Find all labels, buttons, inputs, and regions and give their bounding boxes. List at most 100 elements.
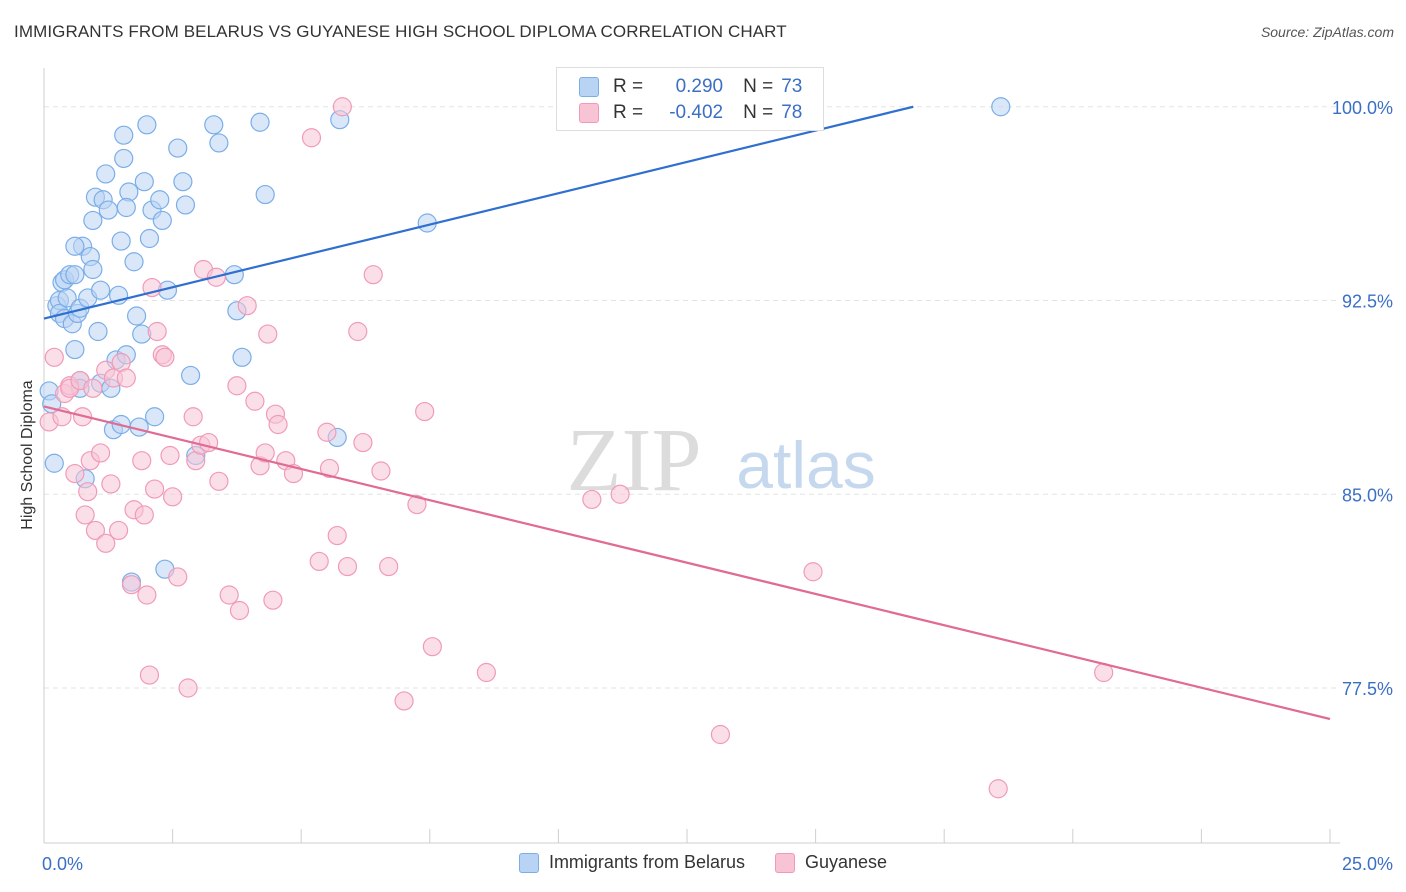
point-guyanese — [582, 489, 602, 510]
point-belarus — [150, 190, 170, 210]
point-guyanese — [65, 463, 85, 484]
y-tick-label: 92.5% — [1342, 292, 1393, 312]
point-guyanese — [137, 585, 157, 605]
legend-swatch-guyanese — [579, 103, 599, 123]
y-tick-labels: 77.5% 85.0% 92.5% 100.0% — [1332, 98, 1393, 699]
point-guyanese — [309, 551, 329, 572]
trend-line-belarus — [43, 105, 914, 320]
point-guyanese — [422, 637, 442, 657]
series-guyanese — [39, 97, 1114, 799]
point-guyanese — [258, 324, 278, 344]
x-tick-label-min: 0.0% — [42, 854, 83, 874]
point-belarus — [134, 172, 154, 192]
n-label: N = — [743, 76, 774, 97]
point-guyanese — [255, 443, 275, 463]
point-guyanese — [163, 487, 183, 507]
point-belarus — [173, 172, 193, 192]
point-belarus — [139, 228, 160, 249]
point-guyanese — [144, 479, 165, 499]
legend-bottom: Immigrants from Belarus Guyanese — [0, 852, 1406, 873]
point-belarus — [90, 280, 111, 300]
grid-lines — [44, 106, 1340, 689]
point-guyanese — [75, 505, 95, 525]
point-guyanese — [219, 585, 239, 605]
legend-stats-box: R = 0.290 N = 73 R = -0.402 N = 78 — [556, 67, 824, 131]
point-guyanese — [476, 662, 496, 683]
point-belarus — [152, 210, 172, 231]
point-belarus — [255, 184, 275, 205]
point-guyanese — [160, 445, 180, 466]
point-belarus — [991, 97, 1011, 117]
point-guyanese — [168, 567, 188, 587]
watermark-atlas: atlas — [736, 428, 875, 502]
point-belarus — [111, 231, 131, 251]
point-guyanese — [183, 407, 203, 427]
point-guyanese — [415, 401, 435, 422]
point-guyanese — [327, 525, 347, 546]
x-axis — [43, 68, 1340, 844]
legend-label-guyanese: Guyanese — [805, 852, 888, 872]
point-guyanese — [371, 461, 391, 481]
point-guyanese — [319, 458, 340, 479]
point-guyanese — [245, 391, 265, 411]
legend-swatch-belarus — [518, 852, 539, 873]
series-belarus — [39, 97, 1011, 592]
r-value: 0.290 — [675, 76, 724, 97]
point-guyanese — [237, 296, 257, 316]
point-guyanese — [227, 376, 247, 396]
point-guyanese — [178, 678, 198, 698]
chart-title: IMMIGRANTS FROM BELARUS VS GUYANESE HIGH… — [14, 22, 787, 41]
point-belarus — [209, 133, 229, 153]
point-belarus — [144, 407, 165, 427]
point-guyanese — [209, 471, 229, 491]
r-value: -0.402 — [669, 102, 724, 123]
n-value: 78 — [781, 102, 803, 123]
point-belarus — [83, 210, 103, 231]
trend-lines — [43, 105, 1331, 721]
point-guyanese — [108, 520, 129, 541]
point-belarus — [98, 200, 118, 220]
point-guyanese — [132, 451, 152, 471]
point-guyanese — [317, 422, 337, 442]
point-belarus — [44, 453, 64, 473]
point-belarus — [232, 347, 252, 367]
point-belarus — [65, 339, 85, 360]
legend-item-belarus[interactable]: Immigrants from Belarus — [518, 852, 745, 873]
point-belarus — [126, 306, 147, 326]
point-guyanese — [96, 533, 116, 553]
point-guyanese — [101, 474, 121, 494]
point-belarus — [168, 138, 188, 158]
point-guyanese — [332, 97, 352, 117]
legend-stats-row-guyanese: R = -0.402 N = 78 — [579, 100, 802, 126]
point-guyanese — [348, 321, 368, 342]
point-guyanese — [337, 556, 358, 577]
y-axis-label: High School Diploma — [19, 380, 36, 530]
point-guyanese — [379, 556, 399, 577]
point-guyanese — [353, 432, 373, 453]
point-guyanese — [988, 779, 1008, 799]
point-belarus — [65, 236, 85, 256]
point-belarus — [124, 252, 144, 272]
point-belarus — [88, 321, 108, 342]
point-belarus — [83, 259, 103, 280]
n-label: N = — [743, 102, 774, 123]
point-guyanese — [147, 321, 167, 342]
y-tick-label: 77.5% — [1342, 679, 1393, 699]
r-label: R = — [613, 76, 644, 97]
source-label: Source: ZipAtlas.com — [1260, 24, 1394, 40]
y-tick-label: 85.0% — [1342, 485, 1393, 505]
point-guyanese — [407, 494, 427, 515]
y-tick-label: 100.0% — [1332, 98, 1393, 118]
legend-stats-row-belarus: R = 0.290 N = 73 — [579, 74, 802, 100]
point-guyanese — [710, 724, 731, 745]
point-guyanese — [134, 505, 154, 525]
point-guyanese — [83, 378, 103, 398]
point-belarus — [250, 112, 270, 132]
point-guyanese — [155, 347, 175, 367]
legend-item-guyanese[interactable]: Guyanese — [775, 852, 887, 873]
legend-label-belarus: Immigrants from Belarus — [548, 852, 745, 872]
point-guyanese — [263, 590, 283, 610]
legend-swatch-guyanese — [775, 852, 795, 873]
point-guyanese — [610, 484, 630, 504]
x-tick-label-max: 25.0% — [1342, 854, 1393, 874]
